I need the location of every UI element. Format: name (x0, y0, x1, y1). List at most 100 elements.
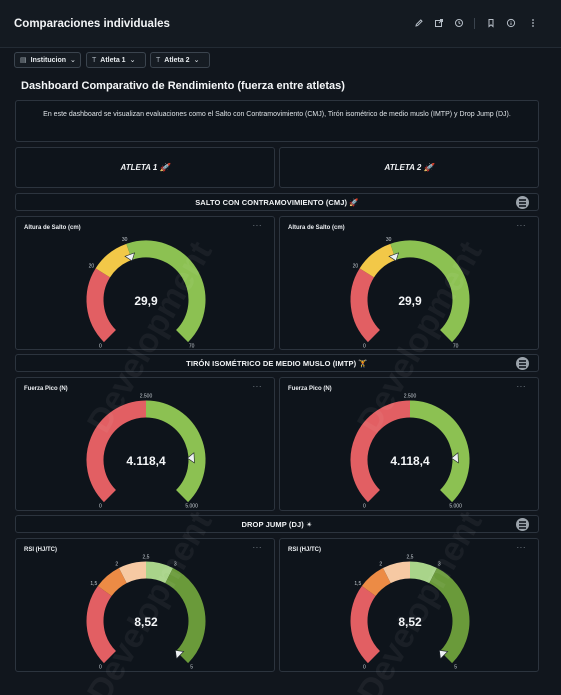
gauge-tick-label: 20 (89, 264, 95, 270)
gauge-panel-dj-atleta-2: 0 1,5 2 2,5 3 5 8,52 RSI (HJ/TC) ··· (279, 538, 539, 672)
edit-icon[interactable] (412, 16, 426, 30)
gauge-tick-label: 30 (386, 237, 392, 243)
gauge-band (409, 561, 438, 584)
gauge-tick-label: 0 (363, 344, 366, 350)
text-icon: T (92, 56, 97, 64)
gauge-tick-label: 1,5 (90, 581, 97, 587)
panel-menu-icon[interactable]: ··· (516, 382, 526, 391)
info-icon[interactable] (504, 16, 518, 30)
panel-title: Fuerza Pico (N) (24, 386, 68, 392)
panel-menu-icon[interactable]: ··· (252, 382, 262, 391)
gauge-band (118, 561, 147, 584)
athlete-2-card: ATLETA 2 🚀 (279, 147, 539, 188)
chevron-down-icon: ⌄ (193, 57, 200, 64)
gauge-band (95, 243, 133, 278)
gauge-band (359, 243, 397, 278)
section-dj-header: DROP JUMP (DJ) ✴ (15, 515, 539, 533)
gauge-value: 29,9 (134, 294, 158, 308)
bookmark-icon[interactable] (484, 16, 498, 30)
gauge-tick-label: 70 (453, 344, 459, 350)
dashboard-title: Comparaciones individuales (14, 18, 170, 30)
description-text: En este dashboard se visualizan evaluaci… (43, 111, 511, 118)
filter-atleta-1[interactable]: T Atleta 1 ⌄ (86, 52, 146, 68)
calendar-icon: ▤ (20, 57, 27, 64)
chevron-down-icon: ⌄ (70, 57, 76, 64)
clock-icon[interactable] (452, 16, 466, 30)
gauge-value: 29,9 (398, 294, 422, 308)
gauge-value: 8,52 (398, 615, 422, 629)
gauge-chart: 0 1,5 2 2,5 3 5 8,52 (86, 555, 206, 671)
section-toggle-button[interactable] (516, 196, 529, 209)
gauge-pointer (438, 649, 449, 660)
gauge-tick-label: 3 (438, 562, 441, 568)
gauge-pointer (186, 452, 195, 464)
gauge-pointer (124, 252, 136, 262)
header-divider (474, 18, 475, 29)
share-icon[interactable] (432, 16, 446, 30)
gauge-tick-label: 2,5 (407, 555, 414, 561)
gauge-tick-label: 1,5 (354, 581, 361, 587)
gauge-band (86, 586, 117, 664)
panel-title: RSI (HJ/TC) (288, 547, 321, 553)
gauge-panel-imtp-atleta-2: 0 2.500 5.000 4.118,4 Fuerza Pico (N) ··· (279, 377, 539, 511)
gauge-band (126, 240, 206, 343)
gauge-chart: 0 20 30 70 29,9 (350, 237, 470, 350)
gauge-band (390, 240, 470, 343)
panel-title: RSI (HJ/TC) (24, 547, 57, 553)
gauge-tick-label: 2.500 (404, 394, 417, 400)
gauge-tick-label: 0 (363, 504, 366, 510)
text-icon: T (156, 56, 161, 64)
athlete-1-card: ATLETA 1 🚀 (15, 147, 275, 188)
gauge-panel-dj-atleta-1: 0 1,5 2 2,5 3 5 8,52 RSI (HJ/TC) ··· (15, 538, 275, 672)
gauge-panel-cmj-atleta-1: 0 20 30 70 29,9 Altura de Salto (cm) ··· (15, 216, 275, 350)
gauge-band (350, 400, 411, 503)
panel-menu-icon[interactable]: ··· (516, 543, 526, 552)
panel-menu-icon[interactable]: ··· (252, 221, 262, 230)
filter-label: Atleta 2 (164, 56, 190, 64)
menu-icon (519, 523, 526, 526)
gauge-tick-label: 2.500 (140, 394, 153, 400)
filter-institucion[interactable]: ▤ Institucion ⌄ (14, 52, 81, 68)
section-cmj-header: SALTO CON CONTRAMOVIMIENTO (CMJ) 🚀 (15, 193, 539, 211)
section-toggle-button[interactable] (516, 357, 529, 370)
gauge-tick-label: 20 (353, 264, 359, 270)
more-options-icon[interactable] (526, 16, 540, 30)
panel-menu-icon[interactable]: ··· (516, 221, 526, 230)
gauge-tick-label: 3 (174, 562, 177, 568)
gauge-band (350, 268, 381, 343)
panel-menu-icon[interactable]: ··· (252, 543, 262, 552)
section-toggle-button[interactable] (516, 518, 529, 531)
gauge-chart: 0 2.500 5.000 4.118,4 (350, 394, 470, 510)
gauge-pointer (388, 252, 400, 262)
description-card: En este dashboard se visualizan evaluaci… (15, 100, 539, 142)
gauge-tick-label: 5 (454, 665, 457, 671)
gauge-tick-label: 5.000 (449, 504, 462, 510)
gauge-chart: 0 20 30 70 29,9 (86, 237, 206, 350)
gauge-band (350, 586, 381, 664)
athlete-1-label: ATLETA 1 🚀 (120, 163, 170, 172)
dashboard-header: Comparaciones individuales (0, 0, 561, 48)
gauge-pointer (450, 452, 459, 464)
menu-icon (519, 201, 526, 204)
gauge-band (97, 567, 128, 597)
gauge-band (145, 561, 174, 584)
gauge-value: 8,52 (134, 615, 158, 629)
athlete-2-label: ATLETA 2 🚀 (384, 163, 434, 172)
gauge-panel-imtp-atleta-1: 0 2.500 5.000 4.118,4 Fuerza Pico (N) ··· (15, 377, 275, 511)
section-title: TIRÓN ISOMÉTRICO DE MEDIO MUSLO (IMTP) 🏋 (186, 359, 368, 368)
gauge-band (164, 567, 206, 664)
gauge-band (86, 268, 117, 343)
filter-atleta-2[interactable]: T Atleta 2 ⌄ (150, 52, 210, 68)
section-imtp-header: TIRÓN ISOMÉTRICO DE MEDIO MUSLO (IMTP) 🏋 (15, 354, 539, 372)
gauge-band (86, 400, 147, 503)
gauge-tick-label: 0 (99, 665, 102, 671)
panel-title: Altura de Salto (cm) (288, 225, 345, 231)
gauge-tick-label: 5 (190, 665, 193, 671)
panel-title: Fuerza Pico (N) (288, 386, 332, 392)
gauge-band (409, 400, 470, 503)
section-title: SALTO CON CONTRAMOVIMIENTO (CMJ) 🚀 (195, 198, 359, 207)
panel-title: Altura de Salto (cm) (24, 225, 81, 231)
gauge-chart: 0 1,5 2 2,5 3 5 8,52 (350, 555, 470, 671)
gauge-panel-cmj-atleta-2: 0 20 30 70 29,9 Altura de Salto (cm) ··· (279, 216, 539, 350)
gauge-tick-label: 2 (115, 562, 118, 568)
